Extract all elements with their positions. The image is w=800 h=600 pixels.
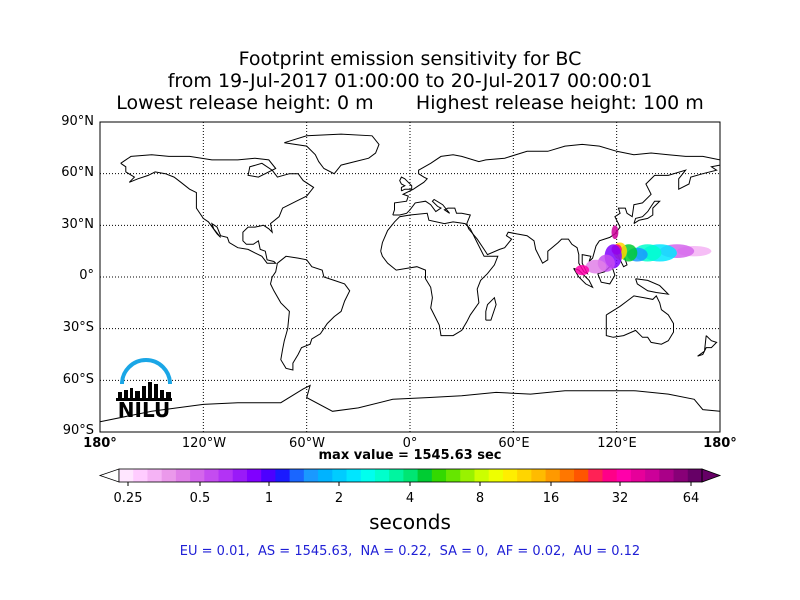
- lon-label-180e: 180°: [703, 436, 737, 451]
- region-sums: EU = 0.01, AS = 1545.63, NA = 0.22, SA =…: [179, 544, 641, 559]
- colorbar-swatch: [389, 469, 404, 482]
- colorbar-swatch: [119, 469, 134, 482]
- coastline-madagascar: [485, 296, 497, 321]
- colorbar-swatch: [161, 469, 177, 482]
- lon-label-0: 0°: [402, 436, 418, 451]
- colorbar-tick-label: 8: [475, 491, 485, 506]
- colorbar-swatch: [318, 469, 333, 482]
- colorbar-swatch: [190, 469, 205, 482]
- lon-label-120w: 120°W: [181, 436, 227, 451]
- lat-label-0: 0°: [79, 268, 94, 283]
- map-frame: [99, 121, 721, 433]
- coastline-new-zealand: [697, 335, 718, 357]
- lat-label-60n: 60°N: [61, 165, 94, 180]
- graticule: [100, 122, 720, 432]
- lat-label-60s: 60°S: [62, 372, 94, 387]
- colorbar-swatch: [474, 469, 490, 482]
- emission-plume: [575, 225, 712, 276]
- coastline-greenland: [284, 133, 380, 175]
- coastline-north-america: [120, 154, 315, 264]
- colorbar-swatch: [517, 469, 532, 482]
- nilu-logo: NILU: [114, 358, 178, 424]
- colorbar-tick-label: 4: [405, 491, 415, 506]
- colorbar-swatch: [218, 469, 234, 482]
- colorbar-swatch: [147, 469, 163, 482]
- coastline-australia: [605, 295, 674, 345]
- colorbar-swatch: [374, 469, 390, 482]
- colorbar-tick-label: 64: [682, 491, 700, 506]
- colorbar-swatch: [602, 469, 618, 482]
- lat-label-90n: 90°N: [61, 114, 94, 129]
- colorbar-unit-label: seconds: [369, 510, 451, 534]
- coastline-borneo: [597, 263, 616, 285]
- lat-label-30n: 30°N: [61, 217, 94, 232]
- colorbar-swatch: [246, 469, 262, 482]
- colorbar-tick-label: 2: [334, 491, 344, 506]
- colorbar-swatch: [559, 469, 575, 482]
- coastline-africa: [380, 212, 499, 337]
- colorbar-swatch: [460, 469, 475, 482]
- colorbar-swatch: [232, 469, 248, 482]
- title-line-2: from 19-Jul-2017 01:00:00 to 20-Jul-2017…: [167, 70, 653, 92]
- colorbar-swatch: [630, 469, 646, 482]
- lon-label-180w: 180°: [83, 436, 117, 451]
- colorbar-swatch: [332, 469, 348, 482]
- colorbar-swatch: [417, 469, 433, 482]
- colorbar-swatch: [261, 469, 276, 482]
- colorbar-swatch: [403, 469, 419, 482]
- colorbar-swatch: [531, 469, 547, 482]
- plot-title: Footprint emission sensitivity for BC fr…: [0, 48, 800, 114]
- colorbar-tick-label: 0.25: [113, 491, 143, 506]
- colorbar-swatch: [446, 469, 461, 482]
- colorbar-swatch: [687, 469, 703, 482]
- colorbar-swatch: [616, 469, 632, 482]
- colorbar-swatch: [303, 469, 319, 482]
- colorbar-swatch: [588, 469, 603, 482]
- nilu-logo-mark: [116, 358, 172, 401]
- colorbar-swatch: [574, 469, 589, 482]
- colorbar-swatch: [360, 469, 376, 482]
- max-value-label: max value = 1545.63 sec: [318, 448, 502, 463]
- plume-cell: [611, 225, 619, 240]
- nilu-logo-text: NILU: [117, 398, 171, 422]
- coastline-papua: [635, 278, 670, 295]
- colorbar-swatch: [431, 469, 447, 482]
- colorbar-tick-label: 1: [264, 491, 274, 506]
- title-line-1: Footprint emission sensitivity for BC: [238, 48, 582, 70]
- coastline-south-america: [269, 255, 351, 371]
- colorbar-swatch: [659, 469, 675, 482]
- colorbar-swatch: [488, 469, 504, 482]
- coastline-antarctica: [100, 384, 720, 423]
- colorbar-swatch: [275, 469, 291, 482]
- coastline-uk: [399, 176, 413, 192]
- coastline-japan: [633, 200, 661, 225]
- colorbar-extend-max: [701, 468, 722, 483]
- colorbar-swatch: [289, 469, 305, 482]
- colorbar-extend-min: [98, 468, 120, 483]
- lat-label-30s: 30°S: [62, 320, 94, 335]
- lon-label-60e: 60°E: [498, 436, 530, 451]
- colorbar-swatch: [346, 469, 362, 482]
- colorbar-swatch: [545, 469, 561, 482]
- lat-label-90s: 90°S: [62, 423, 94, 438]
- colorbar-swatch: [502, 469, 518, 482]
- colorbar-swatch: [645, 469, 660, 482]
- lon-label-60w: 60°W: [289, 436, 325, 451]
- colorbar-tick-label: 32: [611, 491, 629, 506]
- lon-label-120e: 120°E: [597, 436, 637, 451]
- colorbar-swatch: [133, 469, 148, 482]
- colorbar-segments: [98, 468, 722, 486]
- title-line-3: Lowest release height: 0 m Highest relea…: [116, 92, 704, 114]
- plume-cell: [585, 259, 607, 274]
- colorbar-swatch: [175, 469, 191, 482]
- colorbar-tick-label: 16: [542, 491, 560, 506]
- colorbar-swatch: [673, 469, 689, 482]
- colorbar-swatch: [204, 469, 220, 482]
- plume-cell: [575, 264, 590, 276]
- colorbar-tick-label: 0.5: [189, 491, 211, 506]
